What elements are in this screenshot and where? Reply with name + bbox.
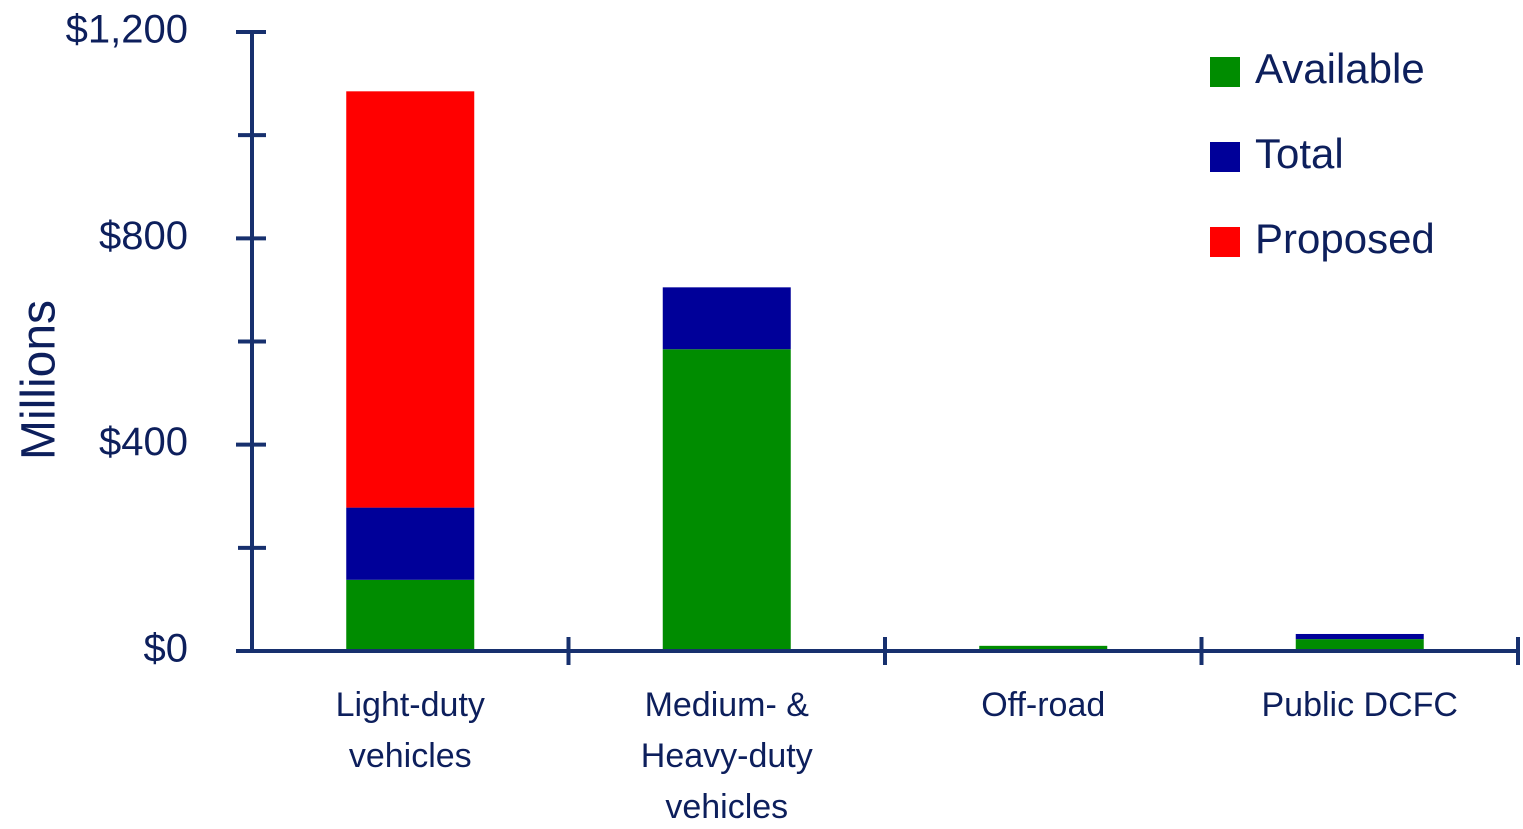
bar-segment xyxy=(1295,639,1424,651)
y-tick-label: $400 xyxy=(99,420,188,464)
bar-segment xyxy=(346,579,475,651)
x-tick-label: Off-road xyxy=(981,686,1105,724)
legend-label: Available xyxy=(1255,45,1425,92)
legend-swatch xyxy=(1210,57,1240,87)
x-tick-label: Heavy-duty xyxy=(641,737,813,775)
bar-segment xyxy=(346,507,475,580)
legend-label: Total xyxy=(1255,130,1344,177)
bar-segment xyxy=(662,349,791,651)
bar-segment xyxy=(1295,633,1424,640)
y-axis-label: Millions xyxy=(13,300,66,460)
x-tick-label: vehicles xyxy=(349,737,472,775)
x-tick-label: Public DCFC xyxy=(1262,686,1458,724)
legend-swatch xyxy=(1210,227,1240,257)
y-tick-label: $1,200 xyxy=(66,8,188,52)
legend-swatch xyxy=(1210,142,1240,172)
bar-segment xyxy=(346,91,475,508)
bar-segment xyxy=(979,645,1108,651)
x-tick-label: vehicles xyxy=(665,788,788,826)
bar-segment xyxy=(662,287,791,350)
x-tick-label: Medium- & xyxy=(645,686,810,724)
y-tick-label: $800 xyxy=(99,214,188,258)
legend-label: Proposed xyxy=(1255,215,1435,262)
y-tick-label: $0 xyxy=(144,627,189,671)
x-tick-label: Light-duty xyxy=(336,686,485,724)
